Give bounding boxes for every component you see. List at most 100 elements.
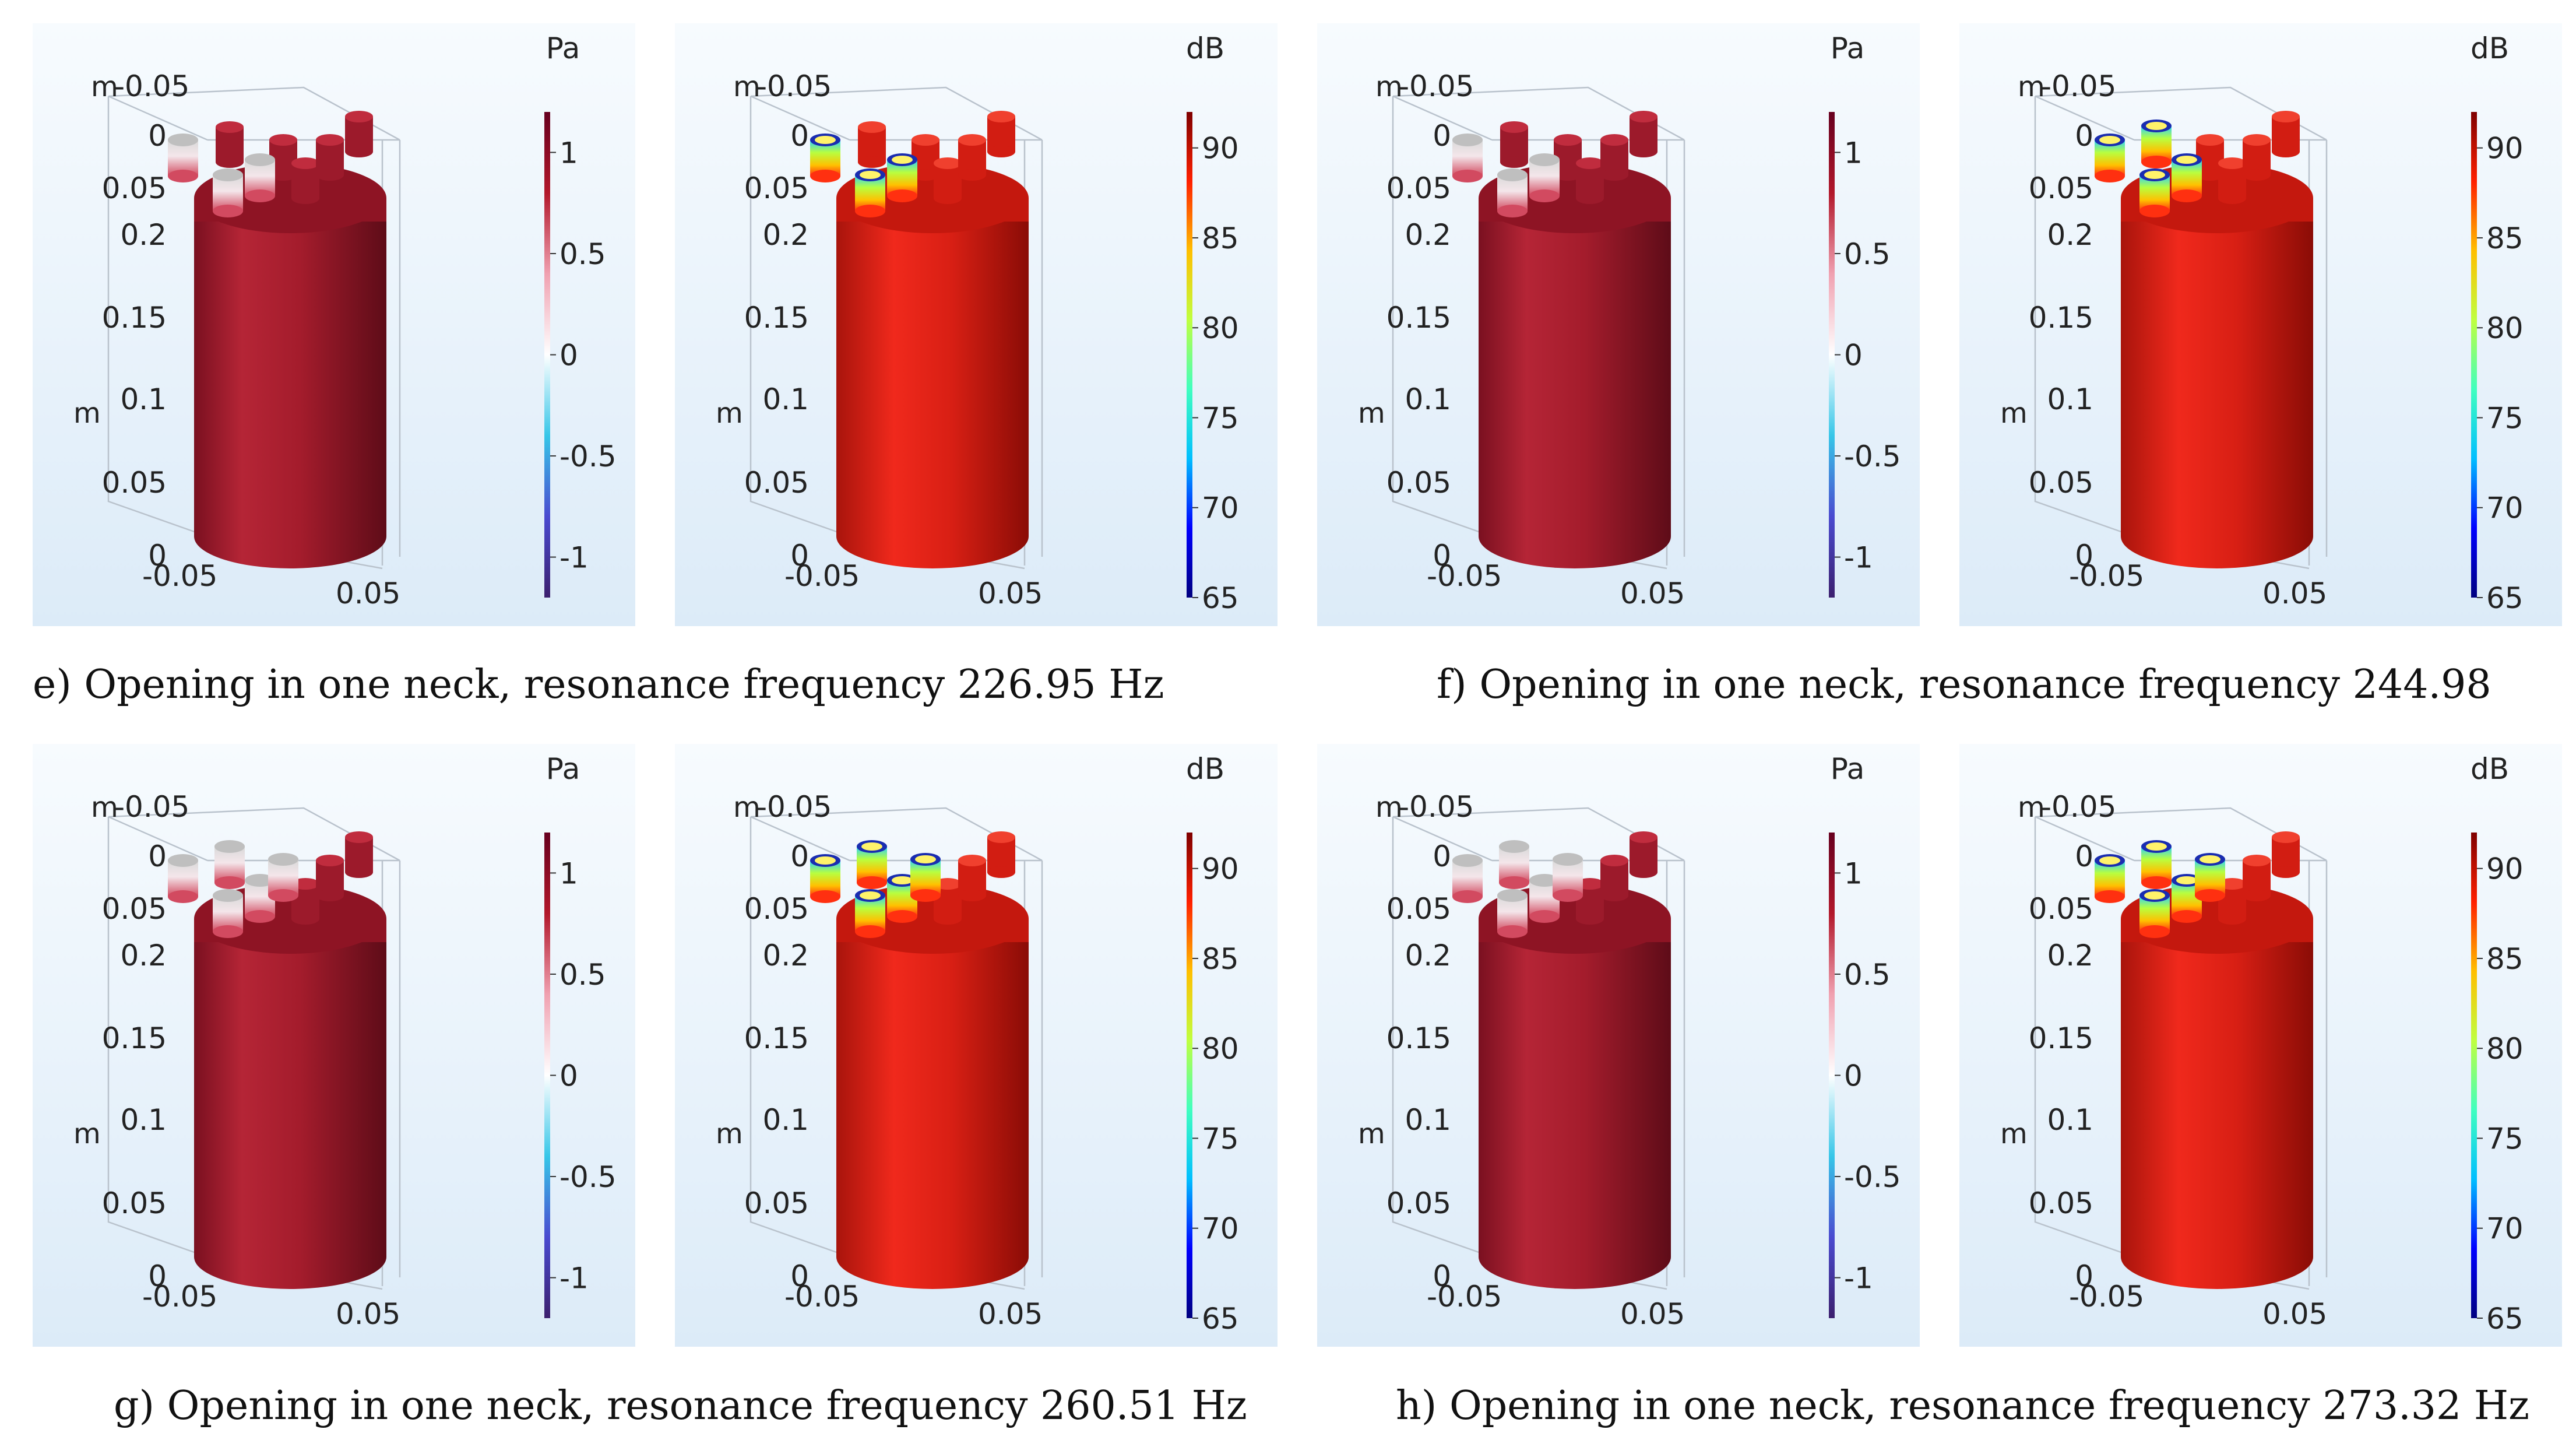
colorbar-tick-label: 75 (1202, 401, 1239, 435)
y-tick-label: -0.05 (1399, 790, 1474, 824)
z-tick-label: 0 (1433, 539, 1451, 573)
colorbar (1187, 112, 1198, 598)
x-tick-label: -0.05 (784, 559, 860, 593)
colorbar-tick-label: 0 (559, 339, 578, 373)
closed-necks (1576, 831, 1657, 925)
open-neck (2195, 853, 2225, 902)
y-tick-label: 0 (2075, 840, 2093, 873)
figure-panel-g-pressure: m -0.05 0 0.05 0.2 0.15 0.1 m 0.05 0 -0.05 0.05 Pa 1 0… (33, 744, 635, 1347)
colorbar-tick-label: 90 (2486, 132, 2524, 166)
z-axis-unit: m (73, 1118, 101, 1150)
colorbar-tick-label: 65 (2486, 1302, 2524, 1336)
x-tick-label: 0.05 (336, 577, 400, 610)
colorbar-tick-label: 70 (2486, 491, 2524, 525)
open-neck (910, 853, 941, 902)
colorbar-tick-label: 70 (1202, 491, 1239, 525)
colorbar-tick-label: 75 (1202, 1122, 1239, 1156)
z-tick-label: 0.2 (120, 939, 167, 972)
colorbar (1187, 833, 1198, 1319)
colorbar-tick-label: 65 (1202, 1302, 1239, 1336)
field-plot-svg: m-0.0500.050.20.150.1m0.050-0.050.05dB90… (1959, 23, 2562, 626)
field-plot-svg: m-0.0500.050.20.150.1m0.050-0.050.05Pa10… (1317, 744, 1920, 1347)
z-tick-label: 0.1 (1405, 382, 1451, 416)
field-plot-svg: m-0.0500.050.20.150.1m0.050-0.050.05dB90… (675, 23, 1278, 626)
y-tick-label: 0 (790, 119, 809, 153)
open-neck (1497, 168, 1528, 217)
z-tick-label: 0.2 (120, 218, 167, 252)
y-tick-label: -0.05 (756, 790, 832, 824)
x-tick-label: -0.05 (142, 559, 217, 593)
z-tick-label: 0.1 (1405, 1103, 1451, 1137)
closed-necks (291, 831, 373, 925)
colorbar-tick-label: 65 (1202, 581, 1239, 615)
colorbar-tick-label: 0.5 (1844, 958, 1891, 992)
z-tick-label: 0 (2075, 1259, 2093, 1293)
figure-panel-h-pressure: m -0.05 0 0.05 0.2 0.15 0.1 m 0.05 0 -0.05 0.05 Pa 1 0… (1317, 744, 1920, 1347)
z-tick-label: 0 (790, 1259, 809, 1293)
open-neck (168, 854, 198, 903)
open-necks (2095, 840, 2225, 938)
field-plot-svg: m-0.0500.050.20.150.1m0.050-0.050.05dB90… (1959, 744, 2562, 1347)
x-tick-label: 0.05 (336, 1297, 400, 1331)
open-necks (2095, 120, 2202, 217)
colorbar-tick-label: 80 (1202, 1032, 1239, 1066)
colorbar-tick-label: 85 (2486, 222, 2524, 255)
figure-panel-e-pressure: m -0.05 0 0.05 0.2 0.15 0.1 m 0.05 0 -0.05 0.05 Pa 1 0… (33, 23, 635, 626)
colorbar-tick-label: 85 (2486, 942, 2524, 976)
colorbar (2471, 833, 2483, 1319)
y-tick-label: 0 (2075, 119, 2093, 153)
z-tick-label: 0.05 (744, 466, 809, 500)
z-tick-label: 0.15 (1386, 1021, 1451, 1055)
z-tick-label: 0.1 (2047, 382, 2093, 416)
y-tick-label: 0.05 (1386, 171, 1451, 205)
open-neck (857, 840, 887, 889)
colorbar-tick-label: 80 (2486, 311, 2524, 345)
colorbar (1829, 833, 1840, 1318)
z-tick-label: 0.2 (762, 939, 809, 972)
y-tick-label: 0 (1433, 119, 1451, 153)
open-neck (887, 153, 917, 202)
caption-f: f) Opening in one neck, resonance freque… (1437, 662, 2491, 708)
x-tick-label: -0.05 (2069, 559, 2144, 593)
y-tick-label: -0.05 (114, 69, 189, 103)
colorbar-unit-label: Pa (546, 752, 580, 786)
z-axis-unit: m (1358, 397, 1385, 430)
z-tick-label: 0.2 (762, 218, 809, 252)
x-tick-label: -0.05 (1427, 1280, 1502, 1313)
colorbar-tick-label: 70 (1202, 1212, 1239, 1246)
colorbar-tick-label: 1 (1844, 856, 1863, 890)
field-plot-svg: m-0.0500.050.20.150.1m0.050-0.050.05dB90… (675, 744, 1278, 1347)
y-tick-label: 0.05 (1386, 892, 1451, 926)
resonator-cylinder (2121, 884, 2313, 1289)
z-axis-unit: m (2000, 1118, 2028, 1150)
colorbar-tick-label: 65 (2486, 581, 2524, 615)
resonator-cylinder (836, 163, 1029, 568)
open-neck (213, 168, 243, 217)
field-plot-svg: m-0.0500.050.20.150.1m0.050-0.050.05Pa10… (33, 23, 635, 626)
open-neck (245, 153, 275, 202)
y-tick-label: 0.05 (102, 892, 167, 926)
z-tick-label: 0.05 (102, 1186, 167, 1220)
colorbar-unit-label: Pa (1831, 752, 1865, 786)
colorbar-tick-label: 80 (2486, 1032, 2524, 1066)
z-tick-label: 0.15 (744, 1021, 809, 1055)
z-tick-label: 0.15 (2029, 1021, 2093, 1055)
colorbar-tick-label: 1 (559, 136, 578, 170)
x-tick-label: 0.05 (1620, 577, 1685, 610)
open-neck (2095, 854, 2125, 903)
open-neck (2141, 120, 2172, 168)
colorbar-tick-label: 1 (1844, 136, 1863, 170)
colorbar-tick-label: 85 (1202, 222, 1239, 255)
z-tick-label: 0 (148, 1259, 167, 1293)
figure-panel-f-spl: m -0.05 0 0.05 0.2 0.15 0.1 m 0.05 0 -0.05 0.05 dB 90… (1959, 23, 2562, 626)
z-axis-unit: m (73, 397, 101, 430)
y-axis-unit: m (733, 791, 761, 824)
z-tick-label: 0.15 (102, 1021, 167, 1055)
figure-panel-e-spl: m -0.05 0 0.05 0.2 0.15 0.1 m 0.05 0 -0.05 0.05 dB 90… (675, 23, 1278, 626)
colorbar-tick-label: -0.5 (1844, 440, 1901, 473)
z-tick-label: 0.1 (120, 1103, 167, 1137)
open-neck (810, 854, 840, 903)
colorbar-unit-label: dB (1186, 31, 1224, 65)
y-tick-label: 0.05 (2029, 892, 2093, 926)
open-neck (213, 889, 243, 938)
